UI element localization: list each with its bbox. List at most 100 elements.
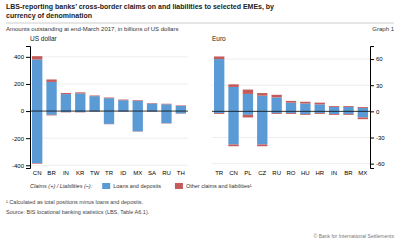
bar-series: [214, 113, 368, 146]
graph-label: Graph 1: [372, 26, 394, 32]
bar: [89, 96, 99, 111]
x-tick-label: KR: [76, 170, 85, 176]
x-tick: TR: [105, 170, 114, 176]
bar: [147, 103, 157, 105]
panel: -60-3003060TRCNPLCZRUROHUHRINBRMXEuro: [212, 35, 385, 176]
bar: [329, 113, 339, 115]
bar: [286, 103, 296, 112]
x-tick-label: RO: [287, 170, 296, 176]
bar: [46, 111, 56, 115]
x-tick-label: IN: [63, 170, 69, 176]
bar: [315, 103, 325, 105]
bar: [61, 94, 71, 111]
y-tick-label: 400: [14, 54, 25, 60]
bar: [75, 92, 85, 93]
bar: [300, 104, 310, 112]
x-tick: PL: [244, 170, 252, 176]
y-axis: -60-3003060: [370, 47, 385, 169]
bar: [46, 114, 56, 116]
y-tick-mark: [370, 85, 374, 86]
copyright: © Bank for International Settlements: [314, 233, 395, 239]
x-axis: CNBRINKRTWTRIDMXSARUTH: [33, 170, 185, 176]
bar: [358, 117, 368, 119]
bars: [214, 56, 368, 146]
x-tick-label: CN: [229, 170, 238, 176]
y-tick-label: -60: [376, 161, 385, 167]
bar-series: [32, 56, 186, 106]
bar: [214, 59, 224, 111]
bar: [228, 84, 238, 87]
bar: [343, 106, 353, 108]
bar: [161, 123, 171, 124]
x-tick: BR: [344, 170, 353, 176]
panel: -400-2000200400CNBRINKRTWTRIDMXSARUTHUS …: [12, 35, 188, 176]
bar: [32, 163, 42, 165]
bar: [271, 95, 281, 98]
grid-line: [30, 138, 188, 139]
panel-title: US dollar: [30, 35, 58, 42]
x-tick-label: MX: [358, 170, 367, 176]
x-tick: RO: [287, 170, 296, 176]
bar: [161, 103, 171, 105]
bar: [228, 144, 238, 146]
x-tick-label: MX: [133, 170, 142, 176]
y-tick: 200: [14, 81, 30, 87]
bar-series: [214, 56, 368, 107]
bar: [118, 100, 128, 111]
y-tick-label: 0: [21, 108, 25, 114]
x-axis: TRCNPLCZRUROHUHRINBRMX: [215, 170, 367, 176]
x-tick: IN: [331, 170, 337, 176]
bar: [46, 82, 56, 111]
y-tick-mark: [26, 57, 30, 58]
bar: [118, 99, 128, 101]
bar: [214, 56, 224, 59]
title: currency of denomination: [6, 12, 92, 20]
bar: [358, 108, 368, 111]
source: Source: BIS locational banking statistic…: [6, 209, 150, 215]
x-tick: IN: [63, 170, 69, 176]
y-tick-label: -200: [12, 136, 25, 142]
y-tick-mark: [26, 138, 30, 139]
y-tick: -200: [12, 136, 30, 142]
x-tick-label: TW: [90, 170, 100, 176]
y-tick-mark: [26, 165, 30, 166]
bar: [271, 113, 281, 115]
x-tick-label: RU: [162, 170, 171, 176]
x-tick: MX: [133, 170, 142, 176]
bar: [61, 93, 71, 94]
bar: [176, 106, 186, 111]
bar: [315, 113, 325, 115]
bar: [343, 113, 353, 115]
y-tick: -400: [12, 163, 30, 169]
x-tick-label: BR: [47, 170, 56, 176]
bar: [147, 104, 157, 111]
bar: [315, 104, 325, 111]
x-tick-label: CN: [33, 170, 42, 176]
y-tick-mark: [370, 138, 374, 139]
y-tick: 60: [370, 56, 383, 62]
y-tick-label: 0: [376, 109, 380, 115]
footnote: ¹ Calculated as total positions minus lo…: [6, 199, 143, 205]
legend-label: Other claims and liabilities¹: [186, 183, 252, 189]
y-tick-mark: [370, 111, 374, 112]
x-tick: RU: [272, 170, 281, 176]
x-tick: CN: [229, 170, 238, 176]
bar: [75, 93, 85, 111]
bar: [329, 107, 339, 111]
zero-line: [30, 111, 188, 112]
bar: [104, 97, 114, 99]
bar: [243, 111, 253, 114]
y-tick-mark: [26, 111, 30, 112]
bar: [176, 113, 186, 114]
bar: [61, 112, 71, 113]
legend-caption: Claims (+) / Liabilities (–):: [30, 183, 93, 189]
bar-series: [32, 111, 186, 163]
x-tick: MX: [358, 170, 367, 176]
y-tick-label: -400: [12, 163, 25, 169]
x-tick-label: TR: [105, 170, 114, 176]
bar: [133, 100, 143, 102]
bar: [176, 105, 186, 107]
bars: [32, 56, 186, 164]
legend-swatch: [102, 183, 110, 189]
bar: [133, 111, 143, 131]
